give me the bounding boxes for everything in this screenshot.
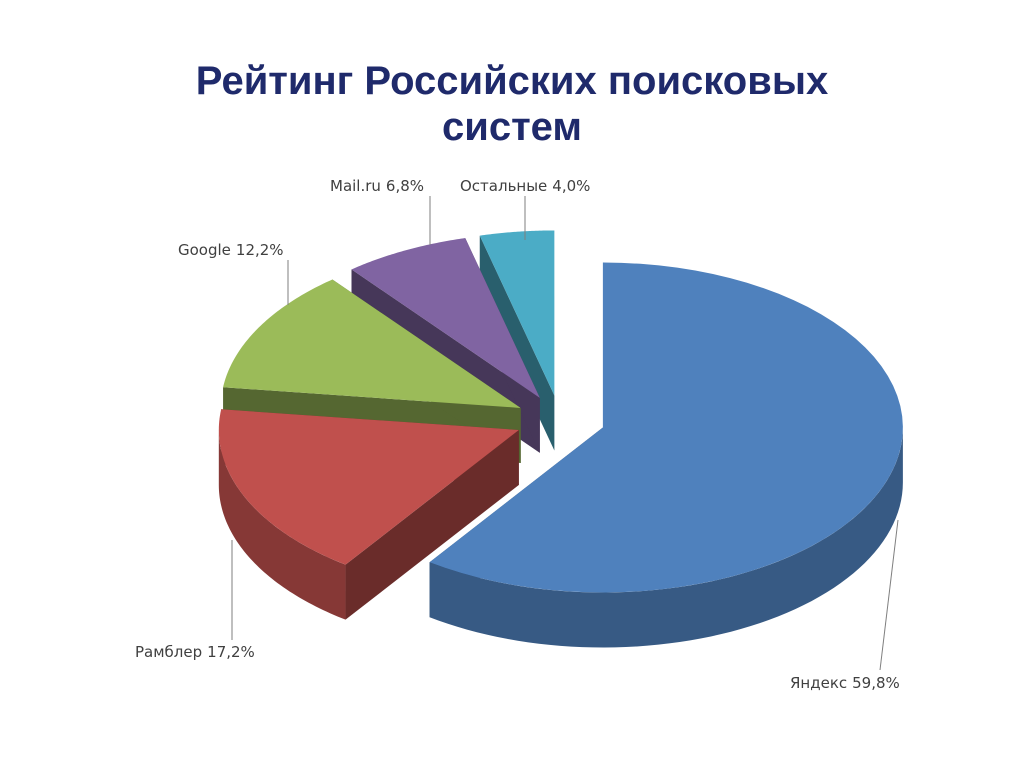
value-label: 17,2% (207, 643, 255, 661)
data-label: Google 12,2% (178, 241, 284, 259)
data-label: Яндекс 59,8% (790, 674, 900, 692)
category-label: Mail.ru (330, 177, 381, 195)
slice (429, 262, 903, 593)
slice (218, 409, 519, 565)
value-label: 59,8% (852, 674, 900, 692)
category-label: Остальные (460, 177, 547, 195)
chart-title: Рейтинг Российских поисковых систем (195, 59, 829, 149)
slice-side (218, 429, 346, 620)
category-label: Google (178, 241, 231, 259)
slice (223, 279, 521, 408)
value-label: 4,0% (552, 177, 590, 195)
slice (479, 230, 555, 396)
leader-line (879, 519, 899, 671)
value-label: 6,8% (386, 177, 424, 195)
data-label: Mail.ru 6,8% (330, 177, 424, 195)
data-label: Рамблер 17,2% (135, 643, 255, 661)
category-label: Рамблер (135, 643, 202, 661)
slice-side (429, 427, 903, 648)
data-label: Остальные 4,0% (460, 177, 590, 195)
value-label: 12,2% (236, 241, 284, 259)
slice (351, 238, 540, 398)
category-label: Яндекс (790, 674, 847, 692)
